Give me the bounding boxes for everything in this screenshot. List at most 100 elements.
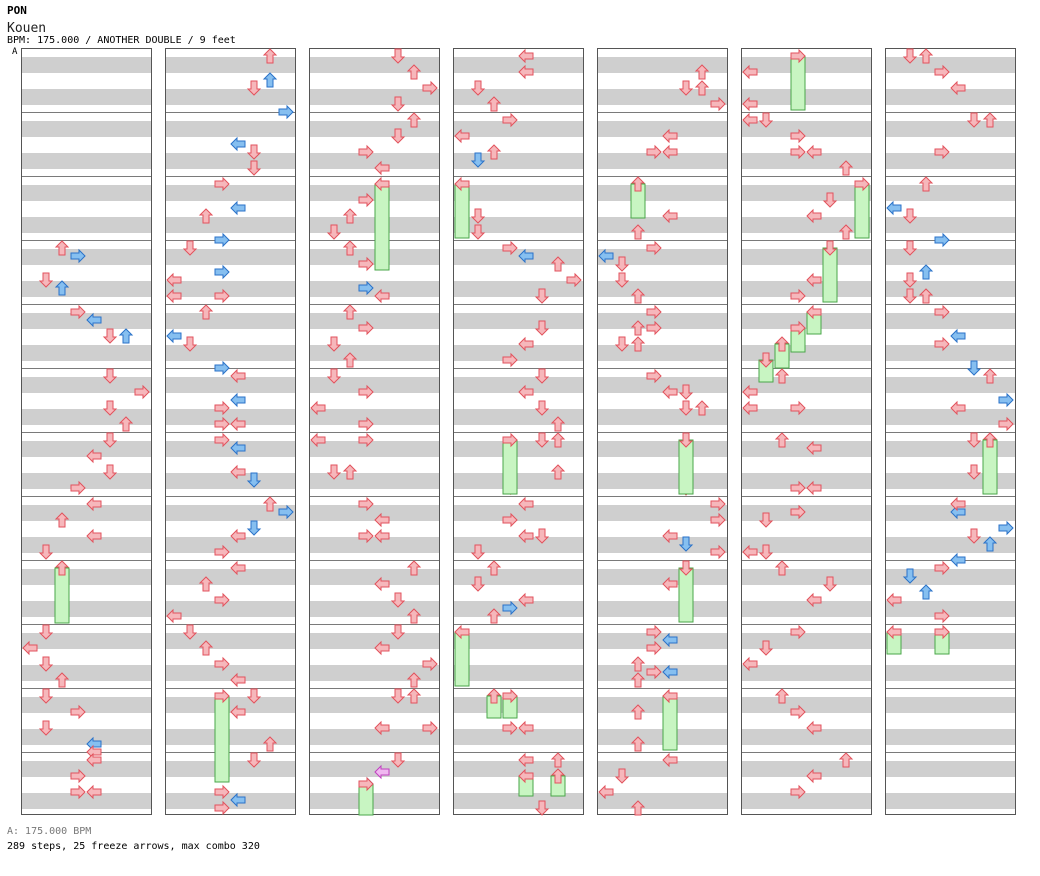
step-arrow-left <box>374 640 390 656</box>
beat-band <box>454 761 583 777</box>
measure-line <box>454 368 583 369</box>
measure-line <box>310 560 439 561</box>
step-arrow-down <box>758 352 774 368</box>
measure-line <box>886 624 1015 625</box>
beat-band <box>598 601 727 617</box>
step-arrow-down <box>390 688 406 704</box>
step-arrow-left <box>230 528 246 544</box>
step-arrow-down <box>102 328 118 344</box>
measure-line <box>166 368 295 369</box>
measure-line <box>166 624 295 625</box>
step-arrow-down <box>470 224 486 240</box>
step-arrow-down <box>678 400 694 416</box>
beat-band <box>886 665 1015 681</box>
beat-band <box>886 601 1015 617</box>
measure-line <box>310 176 439 177</box>
measure-line <box>598 176 727 177</box>
beat-band <box>454 665 583 681</box>
beat-band <box>22 473 151 489</box>
step-arrow-up <box>630 336 646 352</box>
step-arrow-right <box>790 400 806 416</box>
step-arrow-left <box>950 504 966 520</box>
beat-band <box>886 217 1015 233</box>
step-arrow-down <box>246 520 262 536</box>
step-arrow-right <box>790 504 806 520</box>
step-arrow-down <box>326 464 342 480</box>
step-arrow-up <box>918 584 934 600</box>
step-arrow-up <box>406 112 422 128</box>
beat-band <box>742 633 871 649</box>
beat-band <box>742 153 871 169</box>
beat-band <box>166 281 295 297</box>
freeze-arrow <box>662 695 678 751</box>
beat-band <box>166 409 295 425</box>
step-arrow-up <box>550 752 566 768</box>
beat-band <box>22 633 151 649</box>
step-arrow-left <box>86 784 102 800</box>
step-arrow-left <box>662 528 678 544</box>
beat-band <box>22 281 151 297</box>
step-arrow-up <box>774 560 790 576</box>
step-arrow-left <box>518 48 534 64</box>
beat-band <box>166 633 295 649</box>
beat-band <box>310 121 439 137</box>
chart-column <box>453 48 584 815</box>
step-arrow-down <box>678 536 694 552</box>
step-arrow-left <box>518 64 534 80</box>
beat-band <box>454 281 583 297</box>
beat-band <box>166 249 295 265</box>
step-arrow-left <box>230 136 246 152</box>
step-arrow-left <box>230 440 246 456</box>
step-arrow-right <box>214 176 230 192</box>
step-arrow-up <box>630 800 646 816</box>
step-arrow-down <box>534 432 550 448</box>
beat-band <box>886 793 1015 809</box>
step-arrow-right <box>646 664 662 680</box>
beat-band <box>310 697 439 713</box>
step-arrow-right <box>790 480 806 496</box>
step-arrow-left <box>374 288 390 304</box>
step-arrow-right <box>422 80 438 96</box>
step-arrow-down <box>966 464 982 480</box>
step-arrow-down <box>102 368 118 384</box>
step-arrow-right <box>646 144 662 160</box>
beat-band <box>166 89 295 105</box>
step-arrow-up <box>918 264 934 280</box>
measure-line <box>598 688 727 689</box>
measure-line <box>742 496 871 497</box>
beat-band <box>598 57 727 73</box>
step-arrow-left <box>374 720 390 736</box>
step-arrow-down <box>246 160 262 176</box>
beat-band <box>886 185 1015 201</box>
beat-band <box>454 345 583 361</box>
step-arrow-up <box>550 256 566 272</box>
beat-band <box>166 153 295 169</box>
step-arrow-down <box>470 80 486 96</box>
beat-band <box>886 281 1015 297</box>
beat-band <box>598 665 727 681</box>
step-arrow-left <box>86 528 102 544</box>
step-arrow-down <box>678 384 694 400</box>
measure-line <box>310 368 439 369</box>
step-arrow-down <box>614 336 630 352</box>
step-arrow-down <box>470 152 486 168</box>
step-arrow-left <box>742 96 758 112</box>
step-arrow-right <box>214 656 230 672</box>
step-arrow-left <box>886 624 902 640</box>
step-arrow-down <box>326 336 342 352</box>
step-arrow-down <box>182 240 198 256</box>
freeze-arrow <box>374 183 390 271</box>
step-arrow-down <box>534 320 550 336</box>
step-arrow-up <box>54 672 70 688</box>
step-arrow-up <box>406 64 422 80</box>
step-arrow-left <box>518 384 534 400</box>
beat-band <box>454 697 583 713</box>
step-arrow-left <box>374 160 390 176</box>
step-arrow-left <box>374 528 390 544</box>
beat-band <box>454 185 583 201</box>
beat-band <box>454 121 583 137</box>
step-arrow-up <box>918 176 934 192</box>
step-arrow-left <box>806 304 822 320</box>
measure-line <box>22 560 151 561</box>
song-artist: PON <box>7 4 27 17</box>
